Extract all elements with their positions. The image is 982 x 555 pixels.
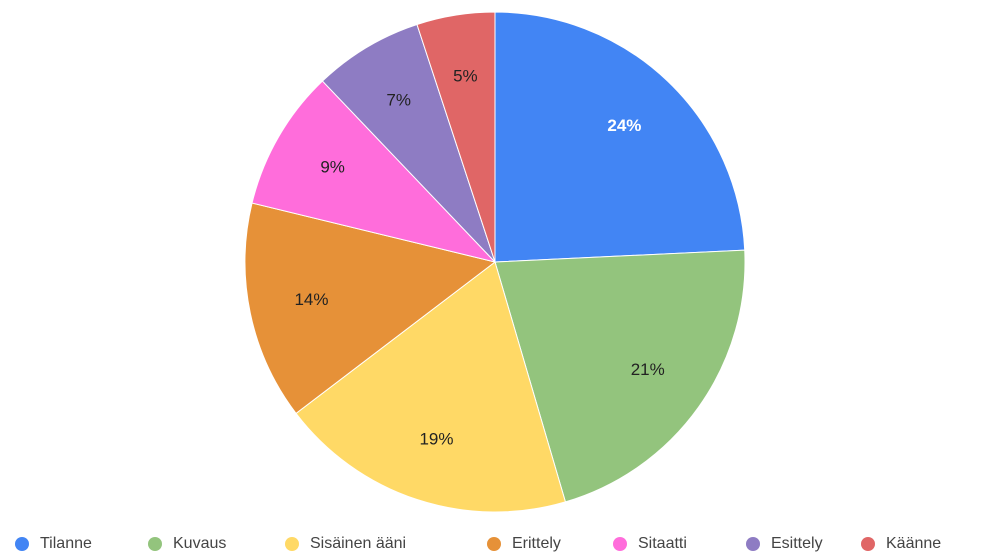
legend-swatch xyxy=(613,537,627,551)
slice-label: 14% xyxy=(294,290,328,309)
slice-label: 21% xyxy=(631,360,665,379)
legend-swatch xyxy=(148,537,162,551)
pie-slice xyxy=(295,261,567,513)
legend-swatch xyxy=(861,537,875,551)
legend-swatch xyxy=(15,537,29,551)
legend-label: Käänne xyxy=(886,535,941,552)
legend-swatch xyxy=(285,537,299,551)
legend-label: Tilanne xyxy=(40,535,92,552)
slice-label: 24% xyxy=(607,116,641,135)
legend-label: Kuvaus xyxy=(173,535,226,552)
slice-label: 19% xyxy=(419,430,453,449)
pie-slice xyxy=(494,11,746,263)
legend-label: Sitaatti xyxy=(638,535,687,552)
pie-slice xyxy=(251,80,497,263)
legend-swatch xyxy=(746,537,760,551)
pie-slice xyxy=(244,202,497,415)
legend-label: Erittely xyxy=(512,535,561,552)
slice-label: 5% xyxy=(453,66,478,85)
pie-slice xyxy=(494,249,746,503)
legend-swatch xyxy=(487,537,501,551)
pie-slice xyxy=(321,23,496,263)
slice-label: 7% xyxy=(386,91,411,110)
legend-label: Esittely xyxy=(771,535,823,552)
slice-label: 9% xyxy=(320,158,345,177)
pie-slice xyxy=(416,11,496,263)
legend-label: Sisäinen ääni xyxy=(310,535,406,552)
